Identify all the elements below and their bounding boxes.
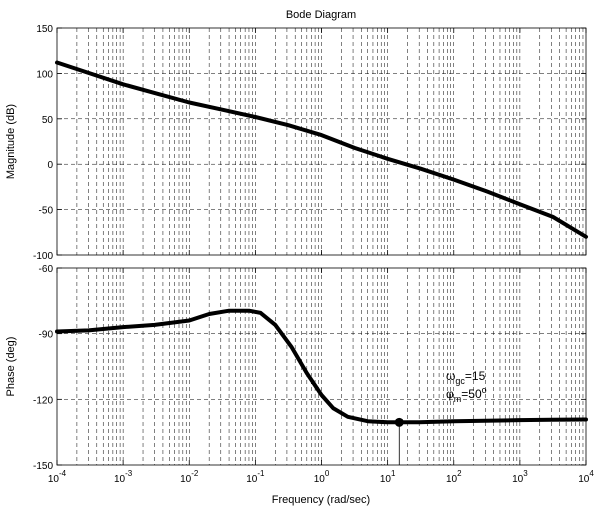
phase-y-axis-label: Phase (deg) (5, 337, 17, 397)
magnitude-ytick-label: 0 (47, 160, 53, 171)
x-axis-label: Frequency (rad/sec) (272, 494, 370, 506)
x-tick-label: 10-4 (48, 469, 67, 485)
magnitude-ytick-label: -50 (39, 206, 54, 217)
phase-panel: -60 -90 -120 -150 Phase (deg) 10-4 10-3 10-2 10-… (5, 264, 594, 485)
x-tick-label: 10-1 (246, 469, 265, 485)
magnitude-ytick-label: -100 (33, 251, 53, 262)
phase-ytick-label: -120 (33, 395, 53, 406)
magnitude-series-line (55, 60, 588, 239)
x-tick-label: 104 (578, 469, 594, 485)
magnitude-ytick-label: 50 (42, 115, 54, 126)
x-tick-label: 101 (380, 469, 396, 485)
x-tick-label: 100 (314, 469, 330, 485)
x-tick-label: 10-2 (180, 469, 199, 485)
x-tick-label: 103 (512, 469, 528, 485)
magnitude-y-axis-label: Magnitude (dB) (5, 104, 17, 179)
phase-ytick-label: -150 (33, 461, 53, 472)
magnitude-ytick-label: 150 (36, 24, 53, 35)
crossover-marker (394, 417, 404, 427)
magnitude-panel: 150 100 50 0 -50 -100 Magnitude (dB) (5, 24, 588, 262)
x-tick-label: 10-3 (114, 469, 133, 485)
magnitude-ytick-label: 100 (36, 69, 53, 80)
phase-margin-annotation: φm=50o (446, 385, 487, 404)
gain-crossover-annotation: ωgc=15 (446, 369, 486, 386)
phase-ytick-label: -90 (39, 330, 54, 341)
chart-title: Bode Diagram (286, 9, 356, 21)
phase-ytick-label: -60 (39, 264, 54, 275)
x-tick-label: 102 (446, 469, 462, 485)
phase-series-line (55, 308, 588, 425)
